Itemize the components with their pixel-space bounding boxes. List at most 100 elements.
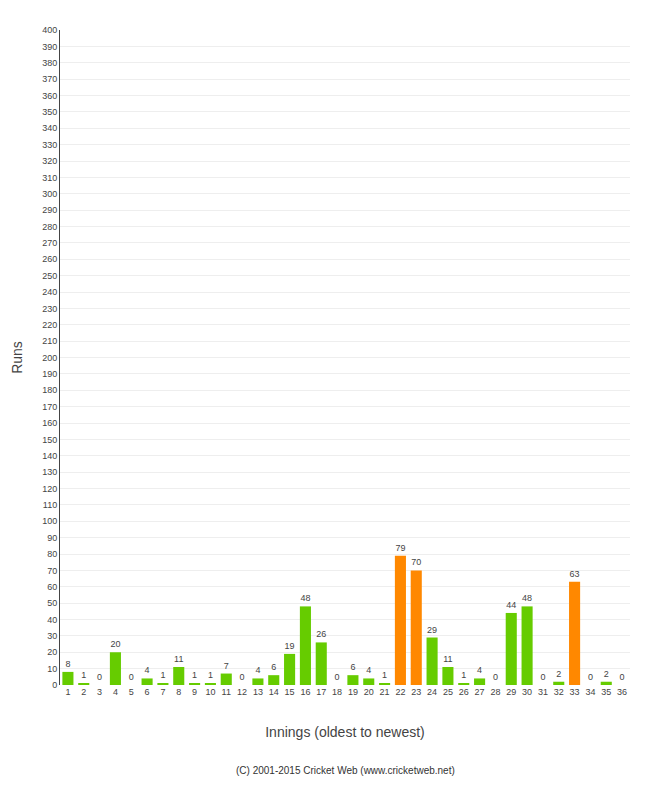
svg-text:2: 2 xyxy=(81,687,86,697)
svg-text:220: 220 xyxy=(42,320,57,330)
svg-text:10: 10 xyxy=(205,687,215,697)
svg-text:(C) 2001-2015 Cricket Web (www: (C) 2001-2015 Cricket Web (www.cricketwe… xyxy=(236,765,455,776)
svg-text:28: 28 xyxy=(490,687,500,697)
svg-text:29: 29 xyxy=(427,625,437,635)
svg-text:370: 370 xyxy=(42,74,57,84)
svg-text:11: 11 xyxy=(174,654,183,664)
svg-text:22: 22 xyxy=(395,687,405,697)
svg-text:1: 1 xyxy=(81,670,86,680)
svg-text:30: 30 xyxy=(47,631,57,641)
svg-text:0: 0 xyxy=(335,672,340,682)
svg-text:26: 26 xyxy=(459,687,469,697)
svg-text:110: 110 xyxy=(43,500,57,510)
svg-text:17: 17 xyxy=(316,687,326,697)
svg-text:20: 20 xyxy=(364,687,374,697)
svg-text:4: 4 xyxy=(113,687,118,697)
svg-text:24: 24 xyxy=(427,687,437,697)
svg-text:360: 360 xyxy=(42,91,57,101)
svg-text:7: 7 xyxy=(160,687,165,697)
svg-text:0: 0 xyxy=(129,672,134,682)
svg-text:33: 33 xyxy=(570,687,580,697)
svg-text:8: 8 xyxy=(176,687,181,697)
svg-text:4: 4 xyxy=(366,665,371,675)
svg-text:250: 250 xyxy=(42,271,57,281)
svg-text:25: 25 xyxy=(443,687,453,697)
svg-text:130: 130 xyxy=(42,467,57,477)
svg-text:0: 0 xyxy=(540,672,545,682)
svg-text:120: 120 xyxy=(42,484,57,494)
svg-text:32: 32 xyxy=(554,687,564,697)
svg-text:270: 270 xyxy=(42,238,57,248)
svg-text:63: 63 xyxy=(570,569,580,579)
svg-text:40: 40 xyxy=(47,615,57,625)
svg-text:90: 90 xyxy=(47,533,57,543)
svg-text:7: 7 xyxy=(224,661,229,671)
svg-text:290: 290 xyxy=(42,205,57,215)
svg-text:15: 15 xyxy=(285,687,295,697)
svg-text:0: 0 xyxy=(52,680,57,690)
svg-text:140: 140 xyxy=(42,451,57,461)
svg-text:0: 0 xyxy=(240,672,245,682)
svg-text:0: 0 xyxy=(588,672,593,682)
svg-text:240: 240 xyxy=(42,287,57,297)
svg-text:6: 6 xyxy=(271,662,276,672)
svg-text:50: 50 xyxy=(47,598,57,608)
svg-text:1: 1 xyxy=(461,670,466,680)
svg-text:4: 4 xyxy=(255,665,260,675)
svg-text:12: 12 xyxy=(237,687,247,697)
svg-text:170: 170 xyxy=(42,402,57,412)
svg-text:13: 13 xyxy=(253,687,263,697)
svg-text:34: 34 xyxy=(585,687,595,697)
svg-text:27: 27 xyxy=(475,687,485,697)
svg-text:6: 6 xyxy=(145,687,150,697)
svg-text:44: 44 xyxy=(506,600,516,610)
svg-text:190: 190 xyxy=(42,369,57,379)
svg-text:160: 160 xyxy=(42,418,57,428)
svg-text:11: 11 xyxy=(443,654,452,664)
svg-text:260: 260 xyxy=(42,254,57,264)
svg-text:11: 11 xyxy=(222,687,231,697)
svg-text:4: 4 xyxy=(145,665,150,675)
svg-text:29: 29 xyxy=(506,687,516,697)
svg-text:380: 380 xyxy=(42,58,57,68)
svg-text:1: 1 xyxy=(208,670,213,680)
svg-text:9: 9 xyxy=(192,687,197,697)
svg-text:26: 26 xyxy=(316,629,326,639)
svg-text:4: 4 xyxy=(477,665,482,675)
svg-text:400: 400 xyxy=(42,25,57,35)
svg-text:23: 23 xyxy=(411,687,421,697)
svg-text:36: 36 xyxy=(617,687,627,697)
svg-text:18: 18 xyxy=(332,687,342,697)
svg-text:330: 330 xyxy=(42,140,57,150)
svg-text:0: 0 xyxy=(493,672,498,682)
svg-text:60: 60 xyxy=(47,582,57,592)
svg-text:3: 3 xyxy=(97,687,102,697)
svg-text:1: 1 xyxy=(160,670,165,680)
svg-text:30: 30 xyxy=(522,687,532,697)
svg-text:210: 210 xyxy=(42,336,57,346)
svg-text:16: 16 xyxy=(300,687,310,697)
svg-text:70: 70 xyxy=(47,566,57,576)
svg-text:200: 200 xyxy=(42,353,57,363)
svg-text:6: 6 xyxy=(350,662,355,672)
svg-text:21: 21 xyxy=(380,687,390,697)
svg-text:100: 100 xyxy=(42,516,57,526)
svg-text:70: 70 xyxy=(411,557,421,567)
svg-text:19: 19 xyxy=(348,687,358,697)
svg-text:320: 320 xyxy=(42,156,57,166)
svg-text:340: 340 xyxy=(42,123,57,133)
svg-text:35: 35 xyxy=(601,687,611,697)
svg-text:280: 280 xyxy=(42,222,57,232)
svg-text:2: 2 xyxy=(556,669,561,679)
svg-text:310: 310 xyxy=(42,173,57,183)
svg-text:31: 31 xyxy=(538,687,548,697)
svg-text:180: 180 xyxy=(42,385,57,395)
svg-text:20: 20 xyxy=(47,647,57,657)
svg-text:230: 230 xyxy=(42,304,57,314)
svg-text:390: 390 xyxy=(42,42,57,52)
svg-text:10: 10 xyxy=(47,664,57,674)
svg-text:0: 0 xyxy=(97,672,102,682)
svg-text:150: 150 xyxy=(42,435,57,445)
svg-text:5: 5 xyxy=(129,687,134,697)
svg-text:20: 20 xyxy=(110,639,120,649)
